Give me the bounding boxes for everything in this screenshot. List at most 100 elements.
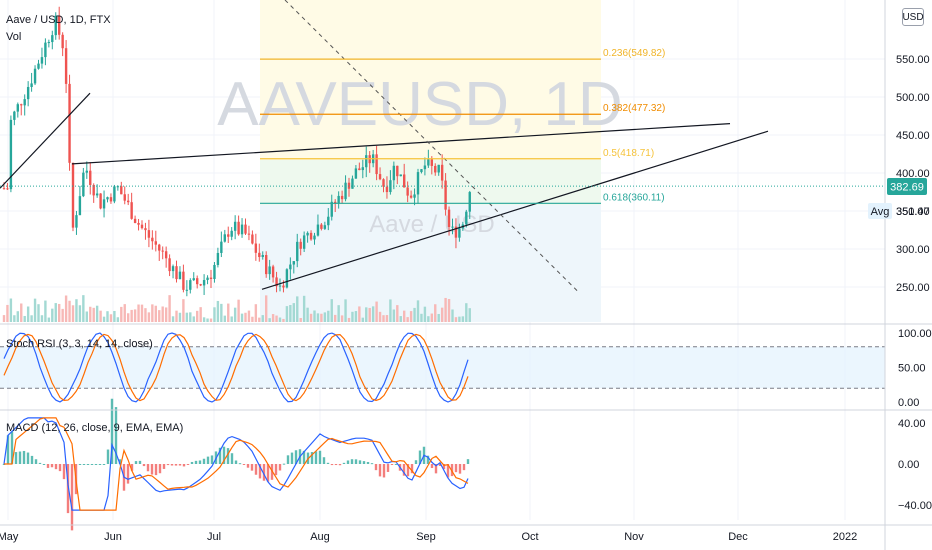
price-tick-label: 250.00	[896, 282, 930, 294]
macd-histogram-bar	[370, 463, 374, 465]
volume-bar	[351, 311, 354, 322]
macd-histogram-bar	[38, 462, 42, 464]
candle-body	[75, 215, 78, 228]
volume-bar	[54, 303, 57, 322]
currency-button[interactable]: USD	[902, 8, 924, 26]
fibonacci-levels[interactable]: 0.236(549.82) 0.382(477.32) 0.5(418.71) 0.6…	[260, 48, 665, 204]
macd-histogram-bar	[434, 464, 438, 474]
candle-body	[227, 234, 230, 237]
macd-histogram-bar	[302, 450, 306, 464]
candle-body	[2, 188, 6, 190]
volume-bar	[178, 312, 182, 322]
volume-bar	[233, 307, 237, 322]
candle-body	[403, 174, 406, 188]
price-candles[interactable]	[2, 6, 471, 297]
macd-histogram-bar	[174, 464, 178, 466]
candle-body	[216, 252, 220, 265]
volume-bar	[99, 310, 102, 322]
volume-bar	[116, 317, 120, 322]
macd-legend: MACD (12, 26, close, 9, EMA, EMA)	[6, 422, 183, 434]
macd-histogram-bar	[70, 464, 74, 531]
macd-histogram-bar	[146, 464, 150, 472]
candle-body	[440, 164, 444, 181]
macd-histogram-bar	[414, 460, 418, 464]
candle-body	[161, 250, 164, 252]
macd-histogram-bar	[226, 448, 230, 464]
volume-bar	[378, 311, 382, 322]
macd-histogram-bar	[362, 461, 366, 464]
volume-bar	[147, 312, 151, 322]
macd-histogram-bar	[266, 464, 270, 482]
candle-body	[254, 243, 258, 253]
macd-histogram-bar	[110, 398, 114, 464]
price-axis[interactable]: 250.00 300.00 350.00 400.00 450.00 500.00 550.…	[896, 54, 932, 512]
macd-histogram-bar	[278, 464, 282, 471]
volume-bar	[271, 314, 275, 322]
candle-body	[23, 99, 26, 106]
macd-histogram-bar	[406, 464, 410, 477]
macd-histogram-bar	[138, 460, 142, 464]
volume-bar	[444, 297, 447, 322]
candle-body	[382, 179, 385, 187]
volume-bar	[171, 316, 175, 322]
volume-bar	[268, 318, 271, 322]
candle-body	[47, 42, 51, 44]
candle-body	[26, 86, 30, 100]
fibonacci-zone	[260, 0, 601, 322]
lower-trend-line	[261, 130, 769, 290]
macd-histogram-bar	[314, 451, 318, 464]
macd-histogram-bar	[186, 464, 190, 465]
candle-body	[316, 224, 320, 236]
volume-bar	[354, 311, 358, 322]
volume-bar	[192, 316, 195, 322]
volume-bar	[85, 311, 88, 322]
candle-body	[82, 172, 85, 197]
trend-lines[interactable]	[0, 0, 885, 292]
volume-bar	[427, 316, 430, 322]
candle-body	[420, 169, 423, 173]
candle-body	[102, 199, 106, 209]
volume-bar	[430, 313, 433, 322]
volume-bar	[237, 299, 240, 322]
macd-histogram-bar	[206, 456, 210, 464]
macd-histogram-bar	[126, 464, 130, 484]
fib-zone-blue	[260, 205, 601, 322]
macd-histogram-bar	[50, 464, 54, 468]
macd-histogram-bar	[282, 463, 286, 465]
volume-bar	[302, 295, 306, 322]
volume-bar	[278, 317, 282, 322]
macd-histogram-bar	[154, 464, 158, 476]
candle-body	[247, 233, 251, 235]
macd-histogram-bar	[106, 449, 110, 464]
candle-body	[137, 222, 140, 225]
volume-bar	[334, 314, 337, 322]
volume-bar	[385, 315, 389, 322]
avg-value: 351.47	[896, 206, 930, 218]
macd-histogram-bar	[58, 464, 62, 472]
volume-bar	[437, 313, 440, 322]
chart-watermark-sub: Aave / USD	[369, 211, 494, 238]
fib-zone-yellow	[260, 0, 601, 160]
avg-label: Avg	[871, 206, 890, 218]
volume-bar	[26, 306, 30, 322]
volume-bar	[261, 315, 264, 322]
candle-body	[61, 34, 64, 49]
time-axis[interactable]: May Jun Jul Aug Sep Oct Nov Dec 2022	[0, 531, 857, 543]
volume-bar	[175, 310, 178, 322]
macd-histogram-bar	[90, 464, 94, 465]
candle-body	[158, 244, 161, 251]
macd-histogram-bar	[258, 464, 262, 479]
macd-histogram-bar	[350, 459, 354, 464]
macd-histogram-bar	[382, 464, 386, 478]
volume-bar	[223, 315, 226, 322]
candle-body	[182, 271, 185, 290]
volume-bar	[454, 317, 458, 322]
candle-body	[154, 241, 157, 245]
time-tick-label: Aug	[310, 531, 330, 543]
candle-body	[140, 224, 144, 229]
candle-body	[320, 224, 323, 229]
volume-bar	[399, 316, 402, 322]
candle-body	[44, 42, 47, 58]
volume-bar	[206, 318, 209, 322]
